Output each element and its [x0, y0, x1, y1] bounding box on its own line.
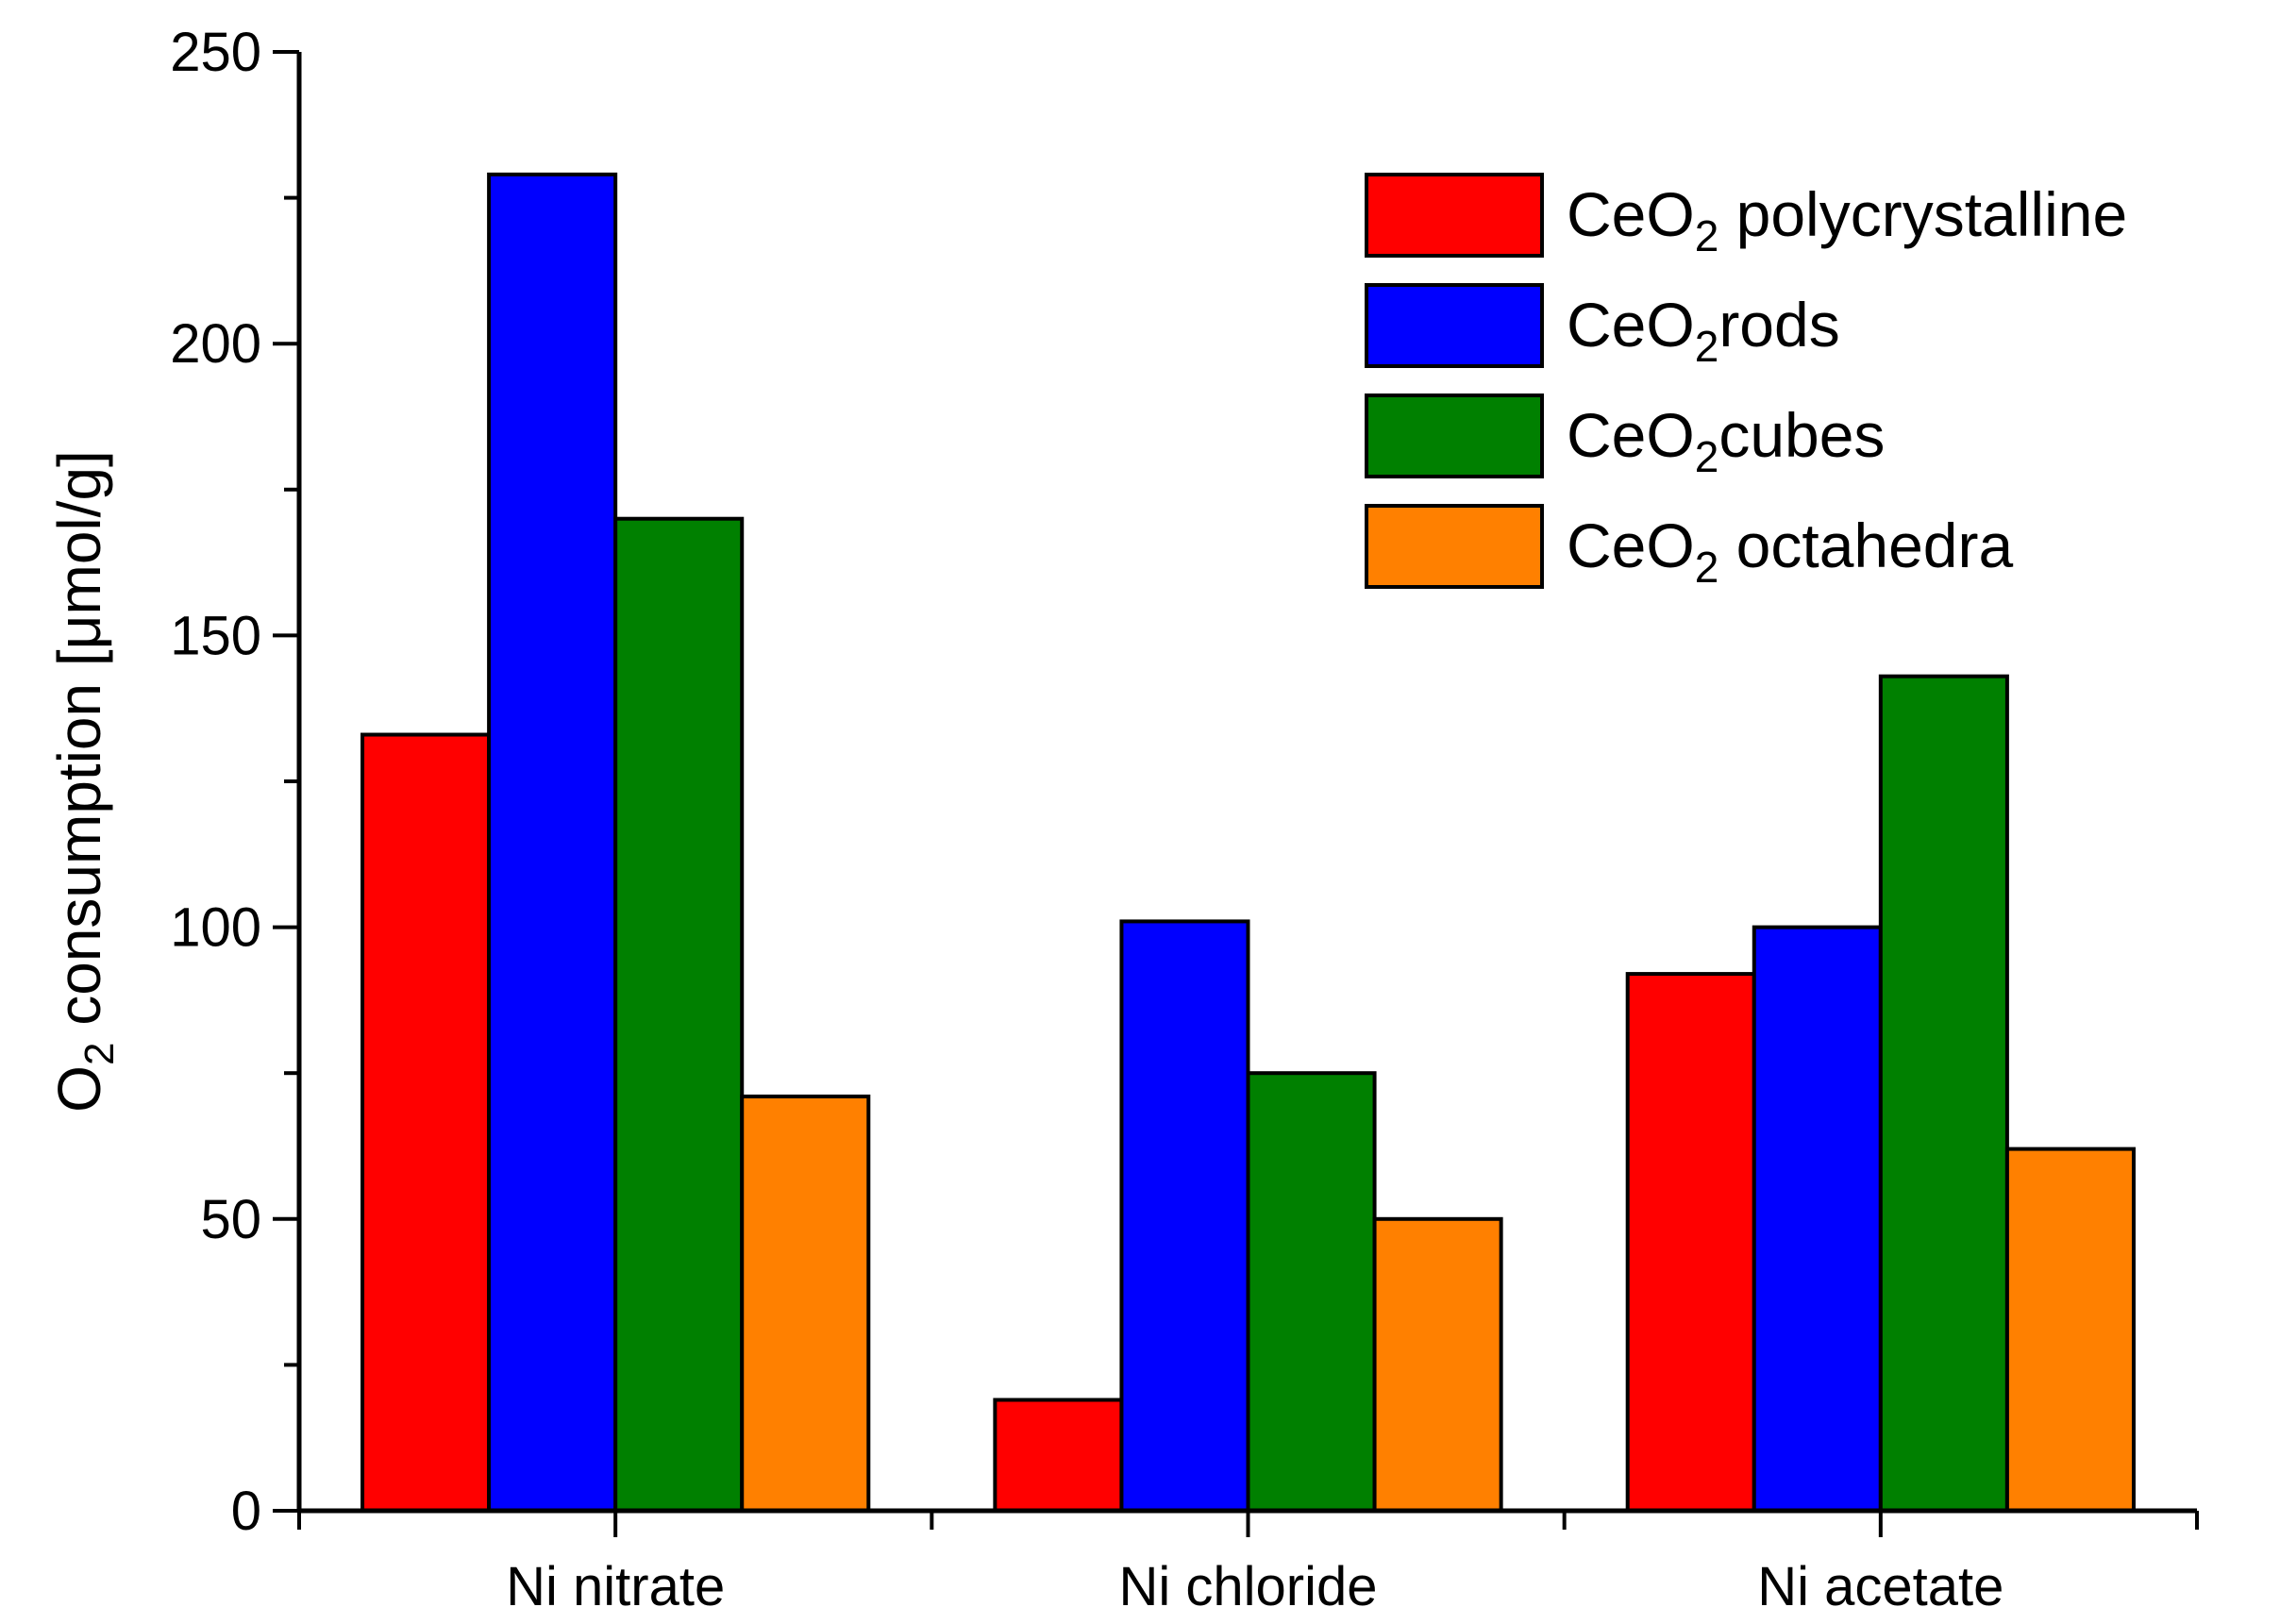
bars-group — [360, 172, 2136, 1514]
bar-rods-ni-acetate — [1752, 925, 1883, 1513]
legend-label-name: rods — [1718, 290, 1839, 360]
legend-swatch-rods — [1365, 283, 1544, 368]
bar-cubes-ni-nitrate — [613, 516, 745, 1513]
y-axis-label-rest: consumption [μmol/g] — [45, 450, 113, 1042]
legend-label-subscript: 2 — [1695, 322, 1719, 371]
y-tick-label: 50 — [200, 1189, 261, 1250]
legend-label-name: polycrystalline — [1718, 179, 2127, 249]
y-tick-label: 150 — [170, 605, 261, 666]
legend-label-rods: CeO2rods — [1567, 290, 1840, 371]
y-axis-label-group: O2 consumption [μmol/g] — [45, 450, 123, 1113]
y-ticks-group: 0 50 100 150 200 250 — [170, 22, 299, 1542]
legend-swatch-polycrystalline — [1365, 173, 1544, 258]
x-tick-label: Ni acetate — [1757, 1556, 2003, 1617]
legend-label-prefix: CeO — [1567, 179, 1695, 249]
bar-polycrystalline-ni-chloride — [993, 1398, 1124, 1514]
bar-octahedra-ni-chloride — [1372, 1216, 1503, 1514]
legend-label-cubes: CeO2cubes — [1567, 400, 1885, 481]
legend: CeO2 polycrystallineCeO2rodsCeO2cubesCeO… — [1365, 173, 2127, 592]
legend-label-prefix: CeO — [1567, 290, 1695, 360]
legend-label-name: cubes — [1718, 400, 1885, 470]
bar-octahedra-ni-acetate — [2004, 1147, 2136, 1514]
bar-rods-ni-chloride — [1119, 919, 1250, 1513]
bar-rods-ni-nitrate — [487, 172, 618, 1513]
bar-octahedra-ni-nitrate — [740, 1094, 871, 1514]
y-tick-label: 100 — [170, 897, 261, 959]
x-tick-label: Ni chloride — [1119, 1556, 1378, 1617]
y-tick-label: 250 — [170, 22, 261, 83]
bar-cubes-ni-acetate — [1878, 674, 2009, 1513]
legend-swatch-cubes — [1365, 393, 1544, 478]
legend-label-subscript: 2 — [1695, 543, 1719, 592]
y-axis-label-prefix: O — [45, 1065, 113, 1113]
legend-label-octahedra: CeO2 octahedra — [1567, 511, 2013, 592]
bar-cubes-ni-chloride — [1246, 1071, 1377, 1513]
x-tick-label: Ni nitrate — [506, 1556, 725, 1617]
legend-label-subscript: 2 — [1695, 211, 1719, 260]
y-axis-label: O2 consumption [μmol/g] — [45, 450, 123, 1113]
y-axis-label-subscript: 2 — [76, 1043, 123, 1065]
bar-polycrystalline-ni-acetate — [1625, 972, 1756, 1513]
y-tick-label: 200 — [170, 313, 261, 375]
legend-label-name: octahedra — [1718, 511, 2013, 580]
legend-label-subscript: 2 — [1695, 432, 1719, 481]
legend-label-prefix: CeO — [1567, 511, 1695, 580]
legend-label-prefix: CeO — [1567, 400, 1695, 470]
x-ticks-group: Ni nitrate Ni chloride Ni acetate — [297, 1511, 2199, 1617]
bar-polycrystalline-ni-nitrate — [360, 732, 492, 1513]
y-tick-label: 0 — [231, 1481, 261, 1542]
legend-swatch-octahedra — [1365, 504, 1544, 589]
legend-label-polycrystalline: CeO2 polycrystalline — [1567, 179, 2127, 260]
